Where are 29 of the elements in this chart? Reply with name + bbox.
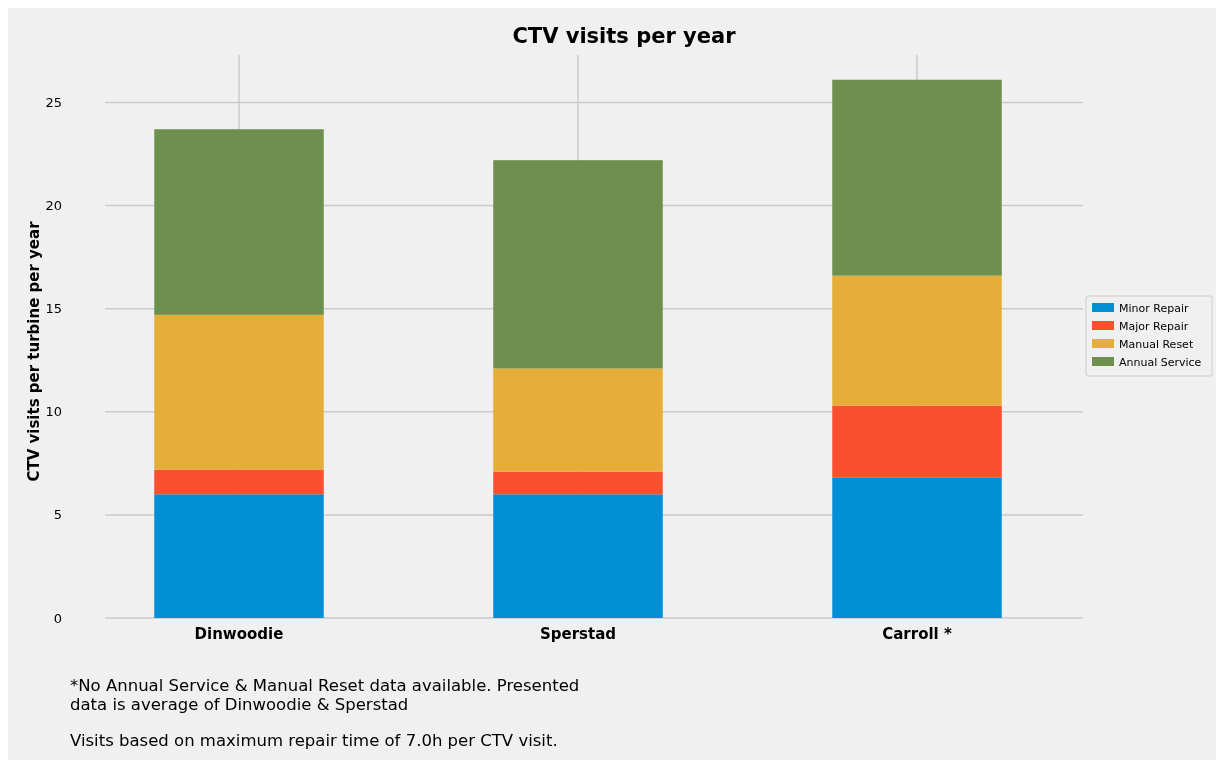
y-tick-label: 25 <box>45 94 62 110</box>
legend-label: Manual Reset <box>1119 337 1194 351</box>
bar <box>154 129 324 315</box>
bar <box>832 477 1002 618</box>
text: Visits based on maximum repair time of 7.0h per CTV visit. <box>70 731 558 750</box>
bar <box>832 405 1002 478</box>
bar <box>493 368 663 472</box>
legend-label: Annual Service <box>1119 355 1202 369</box>
bar <box>493 160 663 369</box>
bar <box>154 469 324 495</box>
y-axis-title: CTV visits per turbine per year <box>25 220 43 482</box>
y-tick-label: 20 <box>45 198 62 214</box>
chart-title: CTV visits per year <box>512 24 737 48</box>
y-tick-label: 5 <box>53 507 62 523</box>
legend-label: Minor Repair <box>1119 301 1189 315</box>
y-tick-label: 15 <box>45 301 62 317</box>
bar <box>493 494 663 618</box>
bar <box>154 314 324 470</box>
y-tick-label: 0 <box>53 610 62 626</box>
x-tick-label: Dinwoodie <box>194 625 284 643</box>
x-tick-label: Sperstad <box>539 625 617 643</box>
legend-label: Major Repair <box>1119 319 1189 333</box>
bar <box>832 275 1002 406</box>
x-tick-label: Carroll * <box>882 625 952 643</box>
bar <box>493 471 663 495</box>
bar <box>154 494 324 618</box>
text: *No Annual Service & Manual Reset data available. Presented data is average of Dinwoodie & Sperstad <box>70 676 580 714</box>
bar <box>832 79 1002 276</box>
y-tick-label: 10 <box>45 404 62 420</box>
